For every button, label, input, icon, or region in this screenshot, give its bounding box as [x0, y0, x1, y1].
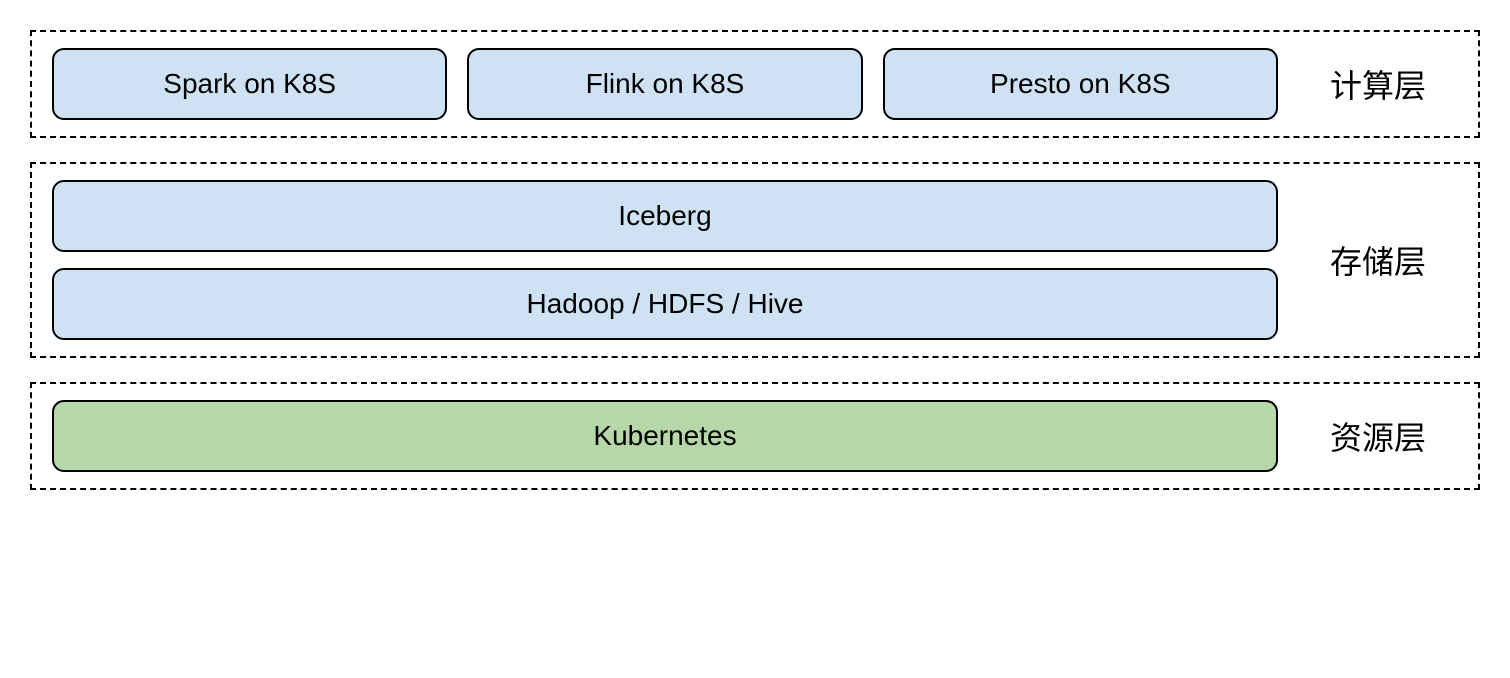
- iceberg-box: Iceberg: [52, 180, 1278, 252]
- flink-box: Flink on K8S: [467, 48, 862, 120]
- flink-label: Flink on K8S: [586, 68, 745, 100]
- resource-layer: Kubernetes 资源层: [30, 382, 1480, 490]
- architecture-diagram: Spark on K8S Flink on K8S Presto on K8S …: [30, 30, 1480, 490]
- compute-layer: Spark on K8S Flink on K8S Presto on K8S …: [30, 30, 1480, 138]
- presto-label: Presto on K8S: [990, 68, 1171, 100]
- spark-box: Spark on K8S: [52, 48, 447, 120]
- resource-layer-content: Kubernetes: [52, 400, 1278, 472]
- hadoop-box: Hadoop / HDFS / Hive: [52, 268, 1278, 340]
- iceberg-label: Iceberg: [618, 200, 711, 232]
- compute-row: Spark on K8S Flink on K8S Presto on K8S: [52, 48, 1278, 120]
- storage-layer-label: 存储层: [1278, 237, 1458, 283]
- compute-layer-label: 计算层: [1278, 61, 1458, 107]
- storage-layer: Iceberg Hadoop / HDFS / Hive 存储层: [30, 162, 1480, 358]
- presto-box: Presto on K8S: [883, 48, 1278, 120]
- kubernetes-label: Kubernetes: [593, 420, 736, 452]
- kubernetes-box: Kubernetes: [52, 400, 1278, 472]
- hadoop-label: Hadoop / HDFS / Hive: [527, 288, 804, 320]
- storage-layer-content: Iceberg Hadoop / HDFS / Hive: [52, 180, 1278, 340]
- compute-layer-content: Spark on K8S Flink on K8S Presto on K8S: [52, 48, 1278, 120]
- spark-label: Spark on K8S: [163, 68, 336, 100]
- resource-layer-label: 资源层: [1278, 413, 1458, 459]
